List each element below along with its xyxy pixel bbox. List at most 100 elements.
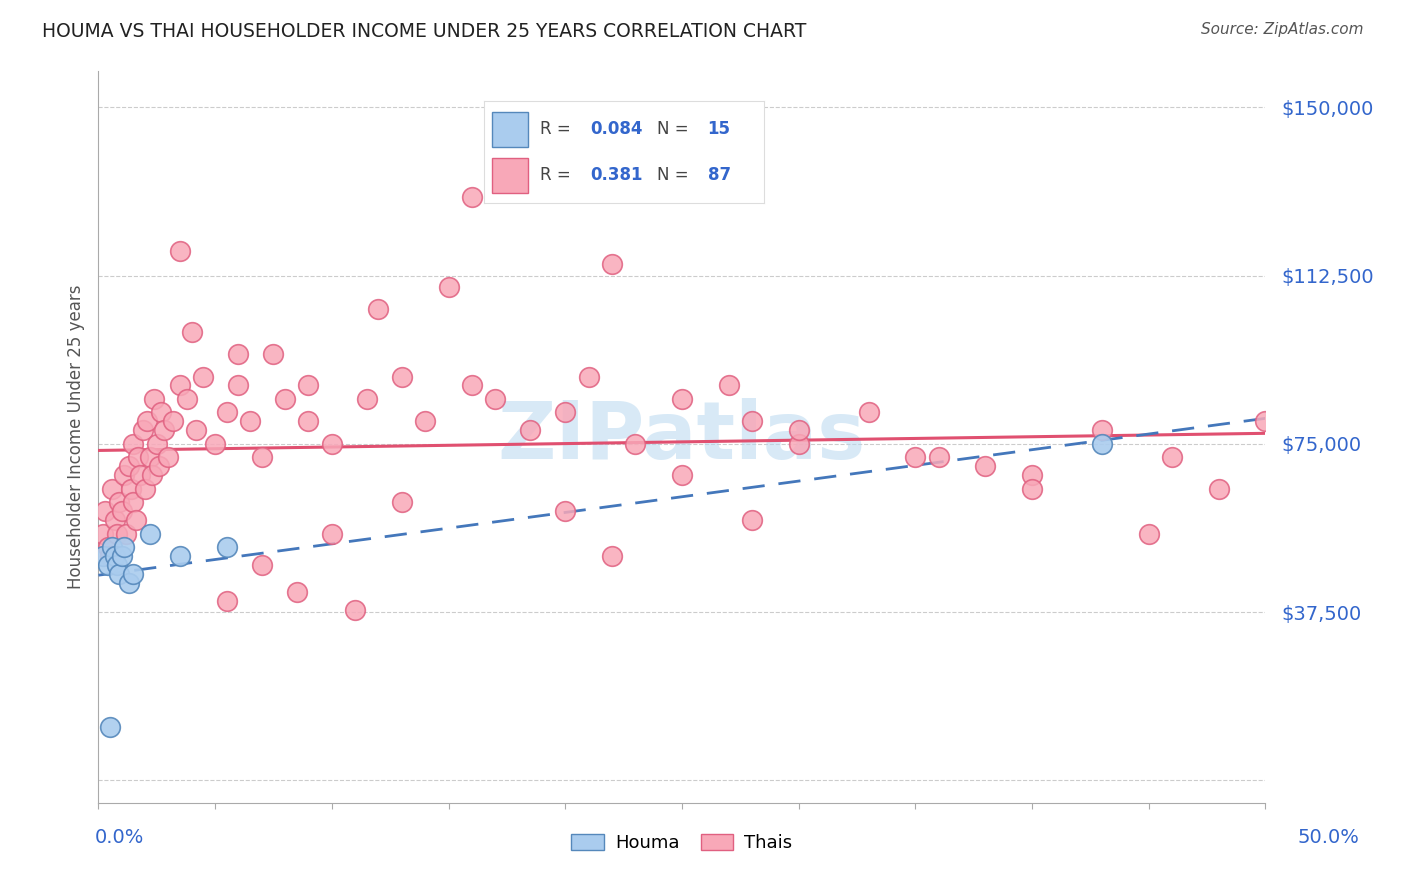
Point <box>118 459 141 474</box>
Point <box>391 495 413 509</box>
Point <box>228 378 250 392</box>
Point <box>741 414 763 428</box>
Point <box>141 468 163 483</box>
Point <box>578 369 600 384</box>
Point <box>94 504 117 518</box>
Point <box>162 414 184 428</box>
Point <box>1161 450 1184 465</box>
Point <box>134 482 156 496</box>
Point <box>105 526 128 541</box>
Point <box>148 459 170 474</box>
Point <box>215 540 238 554</box>
Point <box>143 392 166 406</box>
Point <box>157 450 180 465</box>
Point <box>132 423 155 437</box>
Text: HOUMA VS THAI HOUSEHOLDER INCOME UNDER 25 YEARS CORRELATION CHART: HOUMA VS THAI HOUSEHOLDER INCOME UNDER 2… <box>42 22 807 41</box>
Point <box>554 504 576 518</box>
Point <box>136 414 159 428</box>
Point <box>146 437 169 451</box>
Point <box>356 392 378 406</box>
Point <box>741 513 763 527</box>
Point <box>600 257 623 271</box>
Point <box>1021 482 1043 496</box>
Point <box>250 558 273 572</box>
Point <box>391 369 413 384</box>
Point <box>437 279 460 293</box>
Point <box>1208 482 1230 496</box>
Point <box>1254 414 1277 428</box>
Point <box>297 378 319 392</box>
Point <box>204 437 226 451</box>
Point <box>111 549 134 563</box>
Point <box>108 566 131 581</box>
Point <box>104 513 127 527</box>
Point <box>274 392 297 406</box>
Point <box>105 558 128 572</box>
Point <box>717 378 740 392</box>
Point <box>108 495 131 509</box>
Point <box>787 437 810 451</box>
Point <box>671 468 693 483</box>
Point <box>122 437 145 451</box>
Point <box>484 392 506 406</box>
Point <box>321 526 343 541</box>
Point <box>461 378 484 392</box>
Point <box>152 423 174 437</box>
Point <box>262 347 284 361</box>
Point <box>169 244 191 258</box>
Point <box>91 549 114 563</box>
Point <box>150 405 173 419</box>
Point <box>129 468 152 483</box>
Point <box>176 392 198 406</box>
Point <box>104 549 127 563</box>
Point <box>91 526 114 541</box>
Point <box>600 549 623 563</box>
Point <box>239 414 262 428</box>
Point <box>112 540 135 554</box>
Point <box>125 513 148 527</box>
Point <box>1091 437 1114 451</box>
Point <box>127 450 149 465</box>
Point <box>97 558 120 572</box>
Point <box>1091 423 1114 437</box>
Point <box>118 575 141 590</box>
Point <box>98 719 121 733</box>
Point <box>413 414 436 428</box>
Point <box>344 603 367 617</box>
Point <box>858 405 880 419</box>
Point <box>461 190 484 204</box>
Point <box>139 526 162 541</box>
Point <box>180 325 202 339</box>
Point <box>122 495 145 509</box>
Point <box>115 526 138 541</box>
Text: 50.0%: 50.0% <box>1298 828 1360 847</box>
Point <box>215 594 238 608</box>
Point <box>122 566 145 581</box>
Point <box>671 392 693 406</box>
Point <box>624 437 647 451</box>
Text: 0.0%: 0.0% <box>94 828 145 847</box>
Point <box>928 450 950 465</box>
Legend: Houma, Thais: Houma, Thais <box>564 827 800 860</box>
Point <box>1021 468 1043 483</box>
Point <box>554 405 576 419</box>
Point <box>120 482 142 496</box>
Point <box>297 414 319 428</box>
Y-axis label: Householder Income Under 25 years: Householder Income Under 25 years <box>66 285 84 590</box>
Text: Source: ZipAtlas.com: Source: ZipAtlas.com <box>1201 22 1364 37</box>
Point <box>186 423 208 437</box>
Point <box>101 482 124 496</box>
Point <box>787 423 810 437</box>
Point <box>215 405 238 419</box>
Point <box>250 450 273 465</box>
Point <box>228 347 250 361</box>
Point <box>139 450 162 465</box>
Point <box>169 549 191 563</box>
Point <box>904 450 927 465</box>
Text: ZIPatlas: ZIPatlas <box>498 398 866 476</box>
Point <box>367 302 389 317</box>
Point <box>1137 526 1160 541</box>
Point <box>97 540 120 554</box>
Point <box>974 459 997 474</box>
Point <box>285 585 308 599</box>
